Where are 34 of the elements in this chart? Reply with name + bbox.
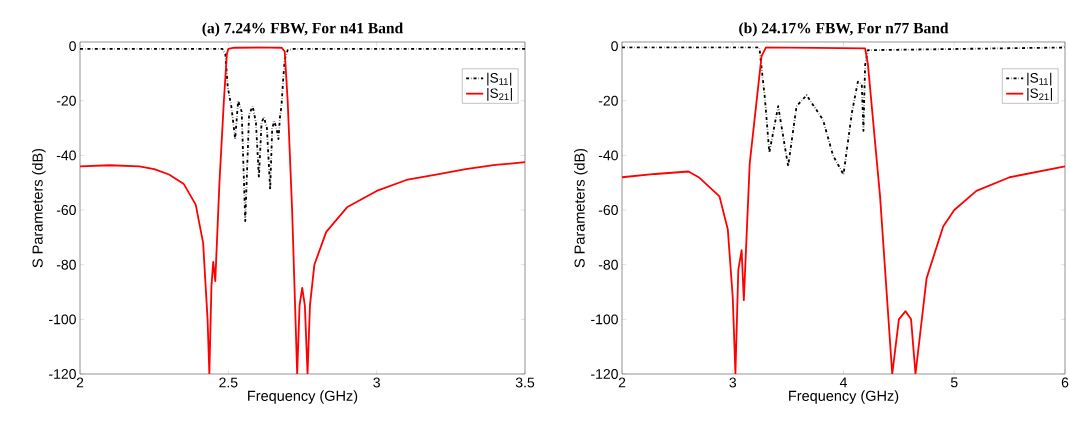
x-axis-title: Frequency (GHz)	[789, 390, 899, 404]
y-tick-label: -60	[56, 205, 76, 216]
x-tick-label: 2	[76, 377, 84, 388]
y-tick-label: -80	[598, 259, 618, 270]
chart-title: (b) 24.17% FBW, For n77 Band	[739, 22, 949, 37]
x-axis-title: Frequency (GHz)	[248, 390, 358, 404]
y-tick-label: -100	[49, 314, 76, 325]
chart-title: (a) 7.24% FBW, For n41 Band	[202, 22, 404, 37]
y-axis-title: S Parameters (dB)	[32, 148, 46, 268]
y-tick-label: 0	[69, 41, 76, 52]
x-tick-label: 5	[950, 377, 958, 388]
legend-label: |S$_{11}$|	[1027, 72, 1052, 86]
legend-label: |S$_{21}$|	[1027, 88, 1052, 101]
legend-label: |S$_{21}$|	[487, 88, 512, 101]
x-tick-label: 3	[729, 377, 737, 388]
x-tick-label: 4	[839, 377, 847, 388]
y-tick-label: -40	[598, 150, 618, 161]
x-tick-label: 6	[1061, 377, 1069, 388]
y-tick-label: -120	[591, 369, 618, 379]
y-tick-label: -20	[56, 95, 76, 106]
y-tick-label: -20	[598, 95, 618, 106]
legend-label: |S$_{11}$|	[487, 72, 512, 86]
y-tick-label: -60	[598, 205, 618, 216]
line-series	[80, 47, 526, 222]
x-tick-label: 2.5	[219, 377, 238, 388]
y-tick-label: -100	[591, 314, 618, 325]
y-tick-label: 0	[611, 41, 618, 52]
y-tick-label: -80	[56, 259, 76, 270]
y-axis-title: S Parameters (dB)	[574, 148, 588, 268]
x-tick-label: 3	[373, 377, 380, 388]
y-tick-label: -40	[56, 150, 76, 161]
x-tick-label: 2	[618, 377, 626, 388]
y-tick-label: -120	[49, 369, 76, 379]
x-tick-label: 3.5	[515, 377, 535, 388]
